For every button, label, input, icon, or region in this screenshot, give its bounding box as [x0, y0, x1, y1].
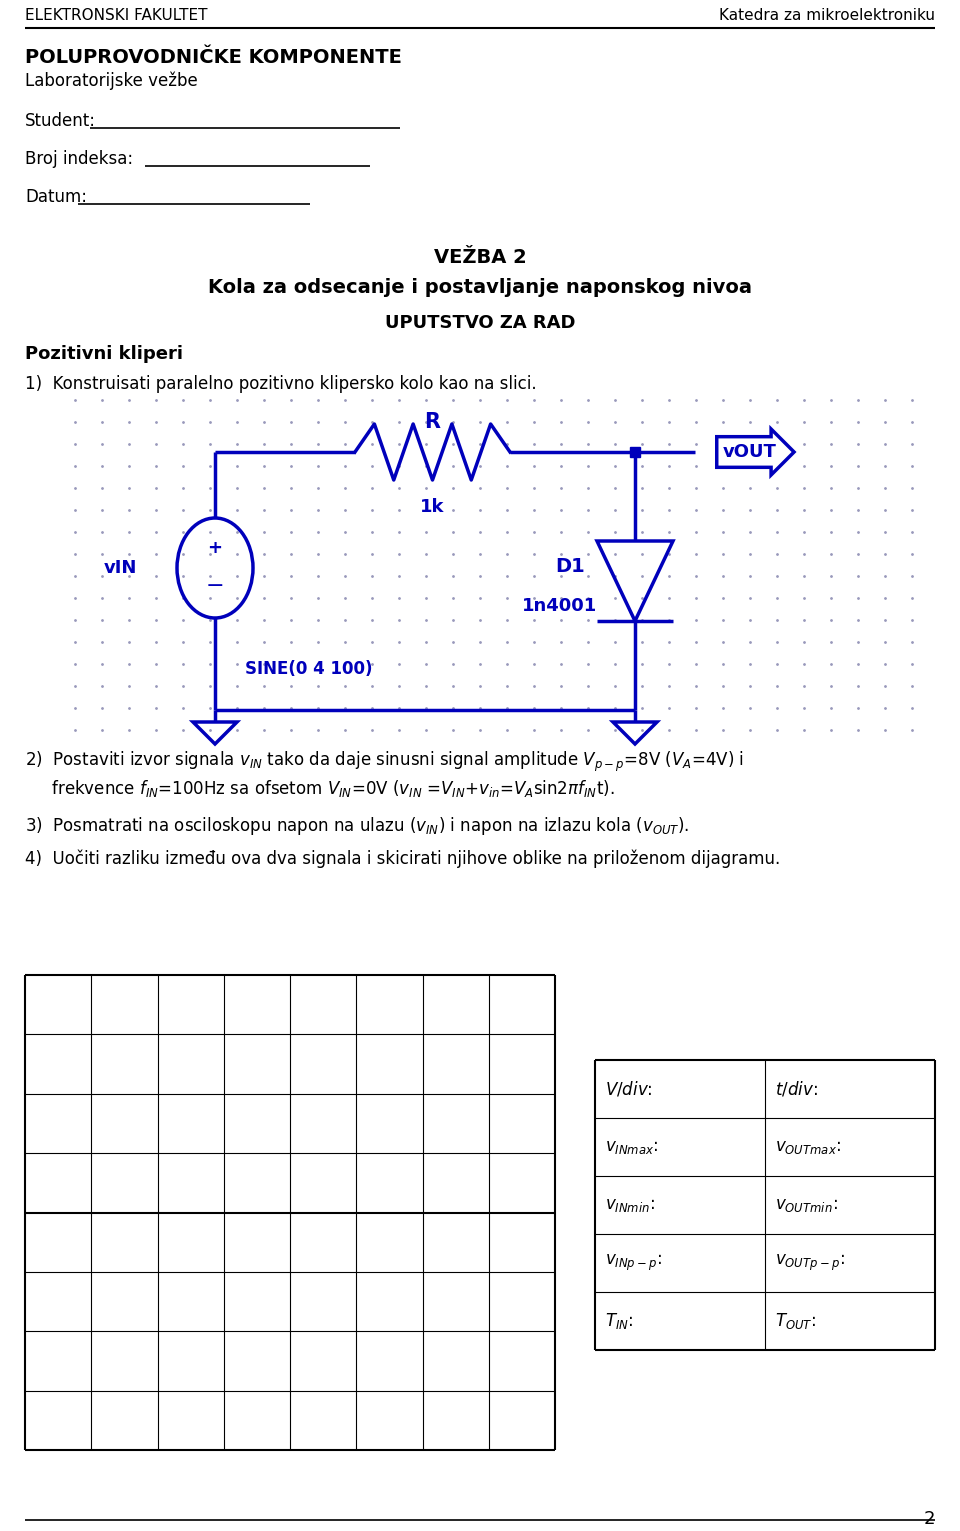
Text: 3)  Posmatrati na osciloskopu napon na ulazu ($v_{IN}$) i napon na izlazu kola (: 3) Posmatrati na osciloskopu napon na ul…: [25, 814, 689, 837]
Text: Laboratorijske vežbe: Laboratorijske vežbe: [25, 72, 198, 90]
Text: 1n4001: 1n4001: [522, 597, 598, 615]
Text: 2: 2: [924, 1510, 935, 1528]
Bar: [630, 447, 640, 456]
Text: 2)  Postaviti izvor signala $v_{IN}$ tako da daje sinusni signal amplitude $V_{p: 2) Postaviti izvor signala $v_{IN}$ tako…: [25, 750, 744, 775]
Text: D1: D1: [555, 556, 585, 576]
Text: VEŽBA 2: VEŽBA 2: [434, 248, 526, 266]
Text: $v_{OUTmin}$:: $v_{OUTmin}$:: [775, 1196, 838, 1214]
Text: 1)  Konstruisati paralelno pozitivno klipersko kolo kao na slici.: 1) Konstruisati paralelno pozitivno klip…: [25, 375, 537, 393]
Text: $V/div$:: $V/div$:: [605, 1079, 653, 1099]
Text: $T_{OUT}$:: $T_{OUT}$:: [775, 1311, 816, 1330]
Text: $v_{INp-p}$:: $v_{INp-p}$:: [605, 1252, 662, 1274]
Text: $t/div$:: $t/div$:: [775, 1079, 818, 1099]
Text: −: −: [205, 576, 225, 596]
Text: vOUT: vOUT: [723, 442, 777, 461]
Text: Datum:: Datum:: [25, 188, 87, 207]
Text: ELEKTRONSKI FAKULTET: ELEKTRONSKI FAKULTET: [25, 8, 207, 23]
Text: frekvence $f_{IN}$=100Hz sa ofsetom $V_{IN}$=0V ($v_{IN}$ =$V_{IN}$+$v_{in}$=$V_: frekvence $f_{IN}$=100Hz sa ofsetom $V_{…: [25, 778, 614, 799]
Text: +: +: [207, 539, 223, 557]
Text: Student:: Student:: [25, 112, 96, 130]
Text: UPUTSTVO ZA RAD: UPUTSTVO ZA RAD: [385, 314, 575, 332]
Text: 4)  Uočiti razliku između ova dva signala i skicirati njihove oblike na priložen: 4) Uočiti razliku između ova dva signala…: [25, 850, 780, 868]
Text: Pozitivni kliperi: Pozitivni kliperi: [25, 344, 183, 363]
Text: SINE(0 4 100): SINE(0 4 100): [245, 660, 372, 678]
Text: R: R: [424, 412, 441, 432]
Text: vIN: vIN: [104, 559, 136, 577]
Text: 1k: 1k: [420, 498, 444, 516]
Text: $v_{INmin}$:: $v_{INmin}$:: [605, 1196, 655, 1214]
Text: $T_{IN}$:: $T_{IN}$:: [605, 1311, 634, 1330]
Text: $v_{INmax}$:: $v_{INmax}$:: [605, 1138, 659, 1156]
Text: $v_{OUTp-p}$:: $v_{OUTp-p}$:: [775, 1252, 845, 1274]
Text: $v_{OUTmax}$:: $v_{OUTmax}$:: [775, 1138, 841, 1156]
Text: Broj indeksa:: Broj indeksa:: [25, 150, 133, 168]
Text: Katedra za mikroelektroniku: Katedra za mikroelektroniku: [719, 8, 935, 23]
Text: POLUPROVODNIČKE KOMPONENTE: POLUPROVODNIČKE KOMPONENTE: [25, 47, 402, 67]
Text: Kola za odsecanje i postavljanje naponskog nivoa: Kola za odsecanje i postavljanje naponsk…: [208, 279, 752, 297]
